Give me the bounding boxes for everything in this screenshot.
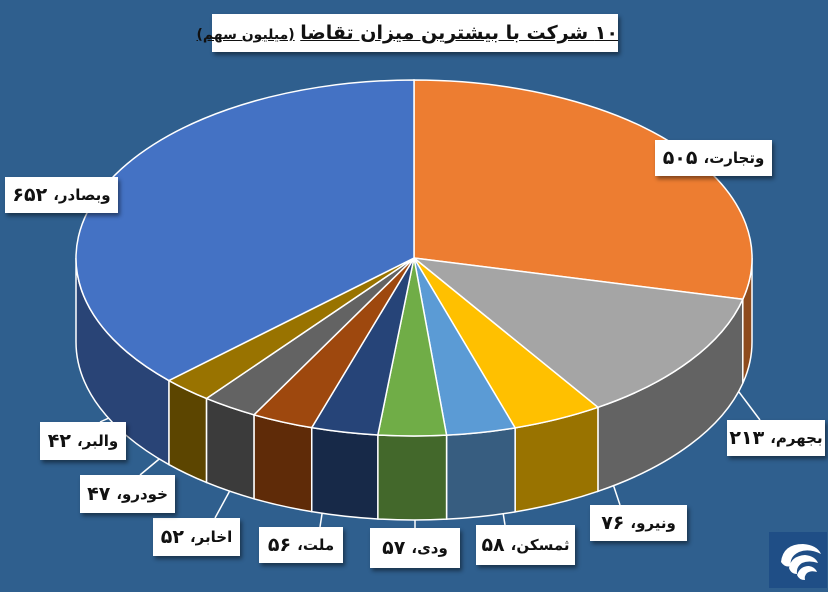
data-label-separator: ،	[770, 429, 776, 447]
data-label-separator: ،	[189, 528, 196, 546]
data-label-name: ملت	[302, 536, 335, 554]
data-label-4: ثمسکن ، ۵۸	[476, 525, 575, 565]
chart-subtitle: (میلیون سهم)	[196, 27, 295, 43]
data-label-value: ۷۶	[601, 512, 625, 534]
data-label-name: وبصادر	[58, 186, 111, 204]
data-label-separator: ،	[116, 485, 123, 503]
data-label-value: ۵۶	[267, 534, 292, 556]
data-label-5: ودی ، ۵۷	[370, 528, 460, 568]
data-label-value: ۶۵۲	[12, 184, 48, 206]
data-label-name: اخابر	[195, 528, 233, 546]
data-label-value: ۵۰۵	[662, 147, 698, 169]
data-label-value: ۵۲	[160, 526, 184, 548]
data-label-name: ودی	[417, 539, 448, 557]
pie-side-4	[445, 426, 516, 520]
data-label-separator: ،	[411, 539, 418, 557]
data-label-name: خودرو	[122, 485, 168, 503]
chart-title-box: ۱۰ شرکت با بیشترین میزان تقاضا (میلیون س…	[196, 14, 618, 52]
pie-slice-2	[411, 256, 744, 409]
data-label-3: ونیرو ، ۷۶	[590, 505, 687, 541]
pie-tops	[75, 79, 753, 437]
data-label-name: وتجارت	[709, 149, 765, 167]
data-label-name: ونیرو	[636, 514, 676, 532]
pie-side-6	[310, 426, 379, 520]
pie-side-5	[377, 434, 448, 521]
data-label-separator: ،	[297, 536, 303, 554]
chart-title: ۱۰ شرکت با بیشترین میزان تقاضا	[300, 22, 618, 44]
data-label-9: والبر ، ۴۲	[40, 422, 126, 460]
data-label-separator: ،	[510, 536, 517, 554]
data-label-2: بجهرم ، ۲۱۳	[727, 420, 825, 456]
pie-side-7	[253, 413, 313, 513]
data-label-separator: ،	[76, 432, 83, 450]
data-label-separator: ،	[630, 514, 637, 532]
data-label-name: ثمسکن	[516, 536, 570, 554]
data-label-value: ۴۷	[87, 483, 111, 505]
data-label-separator: ،	[53, 186, 59, 204]
data-label-10: وبصادر ، ۶۵۲	[5, 177, 118, 213]
data-label-value: ۴۲	[47, 430, 71, 452]
data-label-8: خودرو ، ۴۷	[80, 475, 175, 513]
data-label-1: وتجارت ، ۵۰۵	[655, 140, 772, 176]
data-label-value: ۵۷	[382, 537, 406, 559]
data-label-name: والبر	[82, 432, 119, 450]
data-label-value: ۲۱۳	[729, 427, 765, 449]
data-label-separator: ،	[703, 149, 710, 167]
data-label-value: ۵۸	[481, 534, 505, 556]
swirl-logo-icon	[769, 532, 827, 588]
pie-side-8	[205, 397, 255, 500]
data-label-6: ملت ، ۵۶	[259, 527, 343, 563]
data-label-7: اخابر ، ۵۲	[153, 518, 240, 556]
data-label-name: بجهرم	[775, 429, 823, 447]
